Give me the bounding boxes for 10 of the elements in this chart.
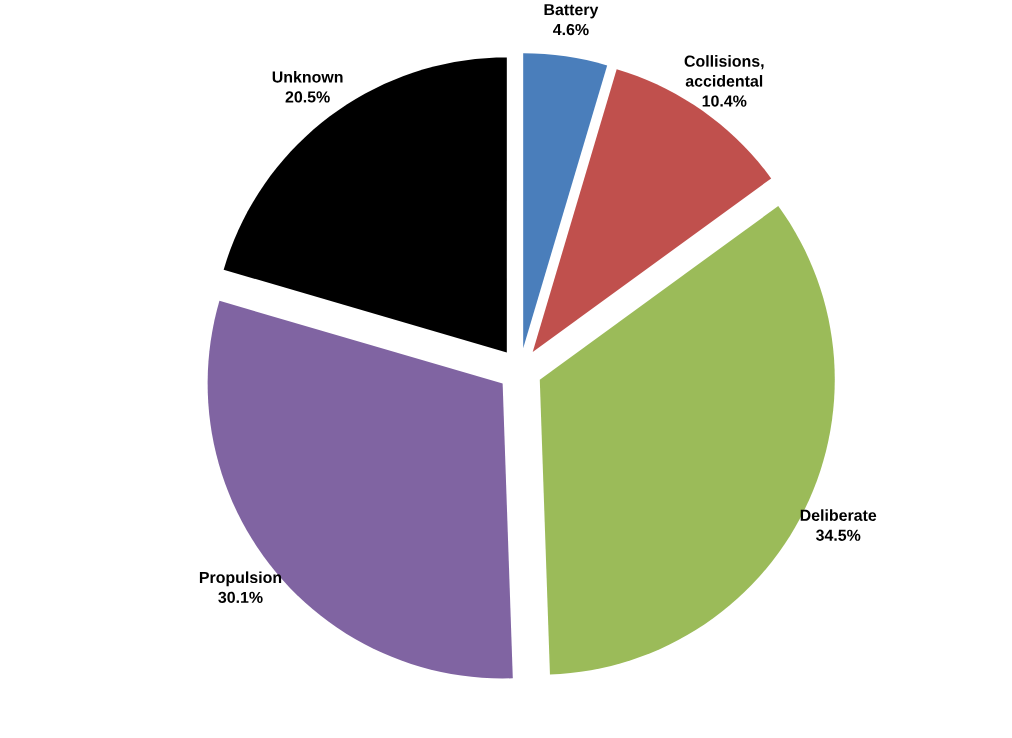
slice-label: Battery — [544, 4, 599, 19]
data-label: 4.6% — [553, 23, 589, 36]
slice-label: Deliberate — [800, 509, 877, 521]
data-label: 20.5% — [285, 91, 330, 103]
data-label: 34.5% — [815, 529, 861, 541]
slice-label: Propulsion — [199, 571, 282, 587]
data-label: 10.4% — [702, 95, 747, 107]
slice-label: Collisions, accidental — [684, 55, 764, 87]
slice-label: Unknown — [272, 70, 343, 83]
data-label: 30.1% — [218, 591, 263, 604]
